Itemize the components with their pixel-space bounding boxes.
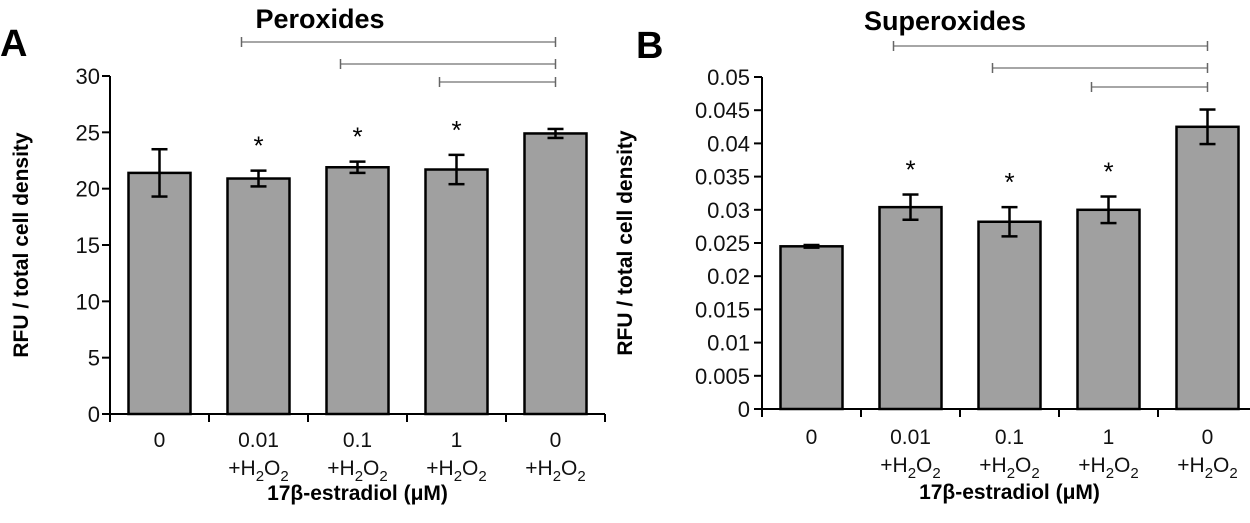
x-tick-label: 0 [154,429,166,452]
bar [325,166,390,416]
y-tick-label: 0.005 [695,364,750,389]
significance-star: * [451,115,461,145]
y-tick-label: 15 [76,233,100,258]
y-tick-label: 10 [76,289,100,314]
x-axis-label: 17β-estradiol (μM) [267,482,448,505]
x-tick-label: 0.1 [995,426,1024,449]
x-tick-treatment-label: +H2O2 [525,457,585,485]
y-tick-label: 0.035 [695,165,750,190]
x-tick-label: 1 [1103,426,1115,449]
bar [977,220,1042,411]
y-tick-label: 0.015 [695,297,750,322]
significance-star: * [253,131,263,161]
bar [1076,208,1141,411]
x-tick-label: 0 [1202,426,1214,449]
y-axis-label: RFU / total cell density [10,132,33,358]
significance-star: * [352,122,362,152]
y-tick-label: 0 [738,397,750,422]
x-tick-treatment-label: +H2O2 [426,457,486,485]
chart-title: Peroxides [255,4,384,34]
x-tick-label: 0.1 [343,429,372,452]
y-tick-label: 0 [88,402,100,427]
panel-label: B [636,25,663,67]
y-tick-label: 5 [88,346,100,371]
significance-star: * [905,155,915,185]
bar [226,177,291,416]
y-tick-label: 30 [76,64,100,89]
y-axis-label: RFU / total cell density [614,130,637,356]
bar [779,245,844,411]
x-tick-label: 0.01 [890,426,931,449]
panel-label: A [0,23,27,65]
x-tick-treatment-label: +H2O2 [1078,454,1138,482]
bar [523,132,588,416]
x-axis-label: 17β-estradiol (μM) [919,481,1100,504]
y-tick-label: 0.045 [695,98,750,123]
y-tick-label: 0.03 [707,198,750,223]
bar [424,168,489,416]
y-tick-label: 0.025 [695,231,750,256]
significance-star: * [1103,157,1113,187]
y-tick-label: 20 [76,177,100,202]
y-tick-label: 0.02 [707,264,750,289]
bar [1175,125,1240,411]
x-tick-treatment-label: +H2O2 [228,457,288,485]
chart-panel-b: B Superoxides 0 0.005 0.01 0.015 0.02 0.025 0.03… [614,6,1250,504]
x-tick-label: 0 [806,426,818,449]
bar [878,205,943,411]
y-tick-label: 0.04 [707,131,750,156]
significance-star: * [1004,167,1014,197]
x-tick-treatment-label: +H2O2 [327,457,387,485]
x-tick-label: 0.01 [238,429,279,452]
bar [127,171,192,416]
chart-title: Superoxides [864,6,1026,36]
y-tick-label: 25 [76,120,100,145]
x-tick-treatment-label: +H2O2 [979,454,1039,482]
y-tick-label: 0.01 [707,331,750,356]
x-tick-treatment-label: +H2O2 [880,454,940,482]
x-tick-label: 0 [550,429,562,452]
x-tick-treatment-label: +H2O2 [1177,454,1237,482]
x-tick-label: 1 [451,429,463,452]
y-tick-label: 0.05 [707,65,750,90]
